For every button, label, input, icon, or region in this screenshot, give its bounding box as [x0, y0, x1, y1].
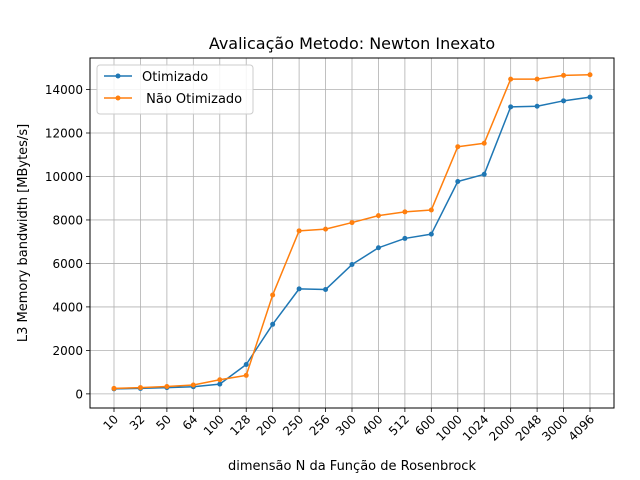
y-tick-label: 10000 — [45, 170, 83, 184]
data-point-series-1 — [323, 226, 329, 232]
data-point-series-0 — [508, 104, 514, 110]
grid — [90, 58, 614, 408]
data-point-series-1 — [455, 144, 461, 150]
y-tick-label: 6000 — [52, 257, 83, 271]
data-point-series-1 — [508, 76, 514, 82]
data-point-series-1 — [111, 385, 117, 391]
chart-title: Avalicação Metodo: Newton Inexato — [209, 34, 495, 53]
data-point-series-1 — [164, 383, 170, 389]
y-axis-label: L3 Memory bandwidth [MBytes/s] — [16, 124, 31, 342]
y-tick-label: 14000 — [45, 83, 83, 97]
data-point-series-1 — [561, 72, 567, 78]
y-tick-label: 4000 — [52, 300, 83, 314]
data-point-series-1 — [534, 76, 540, 82]
legend-marker-nao-otimizado — [115, 95, 121, 101]
y-tick-label: 8000 — [52, 213, 83, 227]
y-tick-label: 0 — [75, 387, 83, 401]
data-point-series-1 — [270, 292, 276, 298]
legend-marker-otimizado — [115, 73, 121, 79]
data-point-series-1 — [375, 213, 381, 219]
legend-label-nao-otimizado: Não Otimizado — [142, 92, 242, 107]
data-point-series-1 — [587, 72, 593, 78]
data-point-series-1 — [481, 140, 487, 146]
data-point-series-1 — [243, 372, 249, 378]
y-tick-label: 12000 — [45, 127, 83, 141]
data-point-series-0 — [481, 171, 487, 177]
y-tick-label: 2000 — [52, 344, 83, 358]
data-point-series-1 — [428, 207, 434, 213]
data-point-series-1 — [349, 220, 355, 226]
data-point-series-1 — [296, 228, 302, 234]
data-point-series-1 — [190, 382, 196, 388]
legend-box — [96, 64, 254, 115]
y-axis: 0 2000 4000 6000 8000 10000 12000 14000 — [45, 83, 90, 401]
data-point-series-0 — [323, 287, 329, 293]
data-point-series-0 — [217, 381, 223, 387]
data-point-series-1 — [217, 377, 223, 383]
legend: Otimizado Não Otimizado — [96, 64, 254, 115]
data-point-series-0 — [402, 235, 408, 241]
data-point-series-0 — [428, 231, 434, 237]
data-point-series-0 — [587, 94, 593, 100]
legend-label-otimizado: Otimizado — [142, 70, 208, 85]
data-point-series-0 — [296, 286, 302, 292]
data-point-series-1 — [137, 385, 143, 391]
x-axis-label: dimensão N da Função de Rosenbrock — [228, 459, 476, 474]
plot-series — [111, 72, 593, 392]
data-point-series-0 — [375, 245, 381, 251]
data-point-series-0 — [270, 321, 276, 327]
data-point-series-0 — [349, 262, 355, 268]
data-point-series-0 — [455, 178, 461, 184]
data-point-series-0 — [561, 98, 567, 104]
data-point-series-0 — [534, 103, 540, 109]
data-point-series-1 — [402, 209, 408, 215]
data-point-series-0 — [243, 362, 249, 368]
plot-frame — [89, 57, 615, 409]
